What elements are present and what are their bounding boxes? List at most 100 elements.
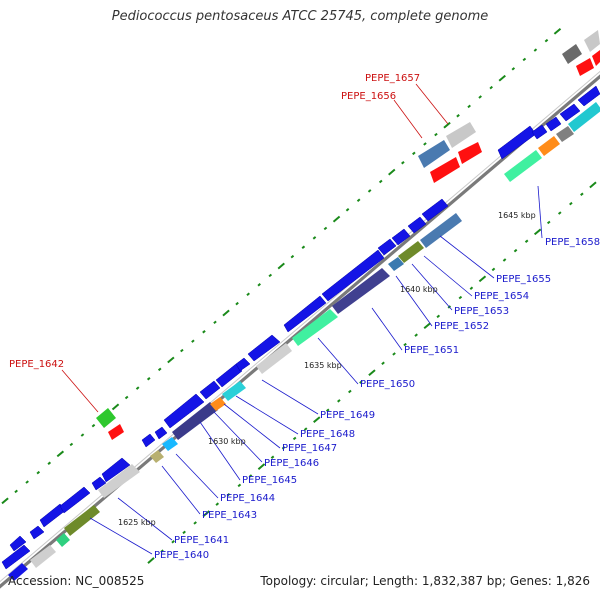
tick-dot bbox=[171, 540, 175, 544]
label-leaders bbox=[61, 83, 543, 555]
gene-label-pepe-1657[interactable]: PEPE_1657 bbox=[365, 73, 420, 84]
tick-label-1630: 1630 kbp bbox=[208, 437, 246, 446]
tick-dot bbox=[392, 352, 396, 356]
tick-dot bbox=[135, 386, 140, 390]
gene-label-pepe-1653[interactable]: PEPE_1653 bbox=[454, 306, 509, 317]
gene-arrow[interactable] bbox=[421, 198, 449, 222]
gene-arrow[interactable] bbox=[407, 216, 427, 234]
gene-box[interactable] bbox=[398, 241, 424, 263]
gene-arrow[interactable] bbox=[559, 103, 581, 122]
tick-dot bbox=[281, 446, 286, 450]
tick-dot bbox=[368, 369, 376, 377]
gene-arrow[interactable] bbox=[199, 380, 221, 400]
tick-dot bbox=[436, 314, 441, 319]
tick-dot bbox=[580, 192, 584, 196]
gene-arrow[interactable] bbox=[497, 125, 537, 160]
tick-dot bbox=[277, 262, 285, 270]
gene-box[interactable] bbox=[150, 450, 164, 463]
gene-box[interactable] bbox=[64, 505, 100, 536]
tick-dot bbox=[401, 161, 405, 165]
gene-arrow[interactable] bbox=[29, 525, 45, 540]
gene-box[interactable] bbox=[568, 102, 600, 132]
tick-dot bbox=[356, 198, 361, 203]
gene-label-pepe-1651[interactable]: PEPE_1651 bbox=[404, 345, 459, 356]
gene-box[interactable] bbox=[538, 136, 560, 156]
gene-label-pepe-1655[interactable]: PEPE_1655 bbox=[496, 274, 551, 285]
gene-label-pepe-1650[interactable]: PEPE_1650 bbox=[360, 379, 415, 390]
gene-label-pepe-1656[interactable]: PEPE_1656 bbox=[341, 91, 396, 102]
gene-arrow[interactable] bbox=[91, 476, 107, 491]
gene-label-pepe-1654[interactable]: PEPE_1654 bbox=[474, 291, 529, 302]
tick-dot bbox=[511, 67, 516, 71]
gene-box[interactable] bbox=[292, 309, 338, 346]
gene-box[interactable] bbox=[30, 545, 56, 568]
gene-arrow[interactable] bbox=[163, 393, 205, 429]
gene-box[interactable] bbox=[420, 213, 462, 248]
tick-dot bbox=[381, 361, 385, 366]
tick-dot bbox=[546, 220, 551, 225]
tick-labels: 1625 kbp 1630 kbp 1635 kbp 1640 kbp 1645… bbox=[118, 211, 536, 527]
gene-box[interactable] bbox=[56, 533, 70, 547]
gene-arrow[interactable] bbox=[283, 295, 327, 333]
gene-red-b[interactable] bbox=[458, 142, 482, 164]
genome-stats-text: Topology: circular; Length: 1,832,387 bp… bbox=[260, 574, 590, 588]
gene-label-pepe-1641[interactable]: PEPE_1641 bbox=[174, 535, 229, 546]
gene-arrow[interactable] bbox=[1, 544, 31, 570]
gene-box[interactable] bbox=[172, 402, 218, 440]
gene-box[interactable] bbox=[504, 150, 542, 182]
gene-box[interactable] bbox=[98, 464, 140, 498]
gene-label-pepe-1647[interactable]: PEPE_1647 bbox=[282, 443, 337, 454]
gene-label-pepe-1643[interactable]: PEPE_1643 bbox=[202, 510, 257, 521]
gene-arrow[interactable] bbox=[215, 363, 243, 388]
gene-box[interactable] bbox=[222, 381, 246, 401]
gene-box[interactable] bbox=[8, 563, 28, 581]
gene-arrow[interactable] bbox=[235, 357, 251, 372]
gene-arrow[interactable] bbox=[247, 334, 281, 362]
gene-box[interactable] bbox=[388, 257, 404, 271]
gene-label-pepe-1640[interactable]: PEPE_1640 bbox=[154, 550, 209, 561]
gene-arrow[interactable] bbox=[154, 426, 168, 440]
gene-red-a[interactable] bbox=[430, 157, 460, 183]
gene-box[interactable] bbox=[332, 268, 390, 314]
gene-lightgrey-top[interactable] bbox=[584, 30, 600, 52]
gene-red-top-a[interactable] bbox=[576, 58, 594, 76]
gene-arrow[interactable] bbox=[9, 535, 27, 552]
gene-arrow[interactable] bbox=[577, 85, 600, 107]
gene-box[interactable] bbox=[256, 343, 292, 374]
gene-arrow[interactable] bbox=[321, 249, 385, 302]
gene-red-top-b[interactable] bbox=[592, 50, 600, 66]
tick-dot bbox=[182, 530, 186, 535]
tick-dot bbox=[248, 474, 253, 478]
gene-arrow[interactable] bbox=[101, 457, 131, 483]
gene-label-pepe-1652[interactable]: PEPE_1652 bbox=[434, 321, 489, 332]
gene-label-pepe-1645[interactable]: PEPE_1645 bbox=[242, 475, 297, 486]
gene-label-pepe-1658[interactable]: PEPE_1658 bbox=[545, 237, 600, 248]
tick-dot bbox=[213, 320, 217, 325]
gene-arrow[interactable] bbox=[391, 228, 411, 246]
gene-box[interactable] bbox=[162, 437, 178, 451]
gene-label-pepe-1646[interactable]: PEPE_1646 bbox=[264, 458, 319, 469]
gene-arrow[interactable] bbox=[531, 124, 548, 140]
tick-dot bbox=[147, 557, 155, 564]
gene-label-pepe-1649[interactable]: PEPE_1649 bbox=[320, 410, 375, 421]
gene-label-pepe-1644[interactable]: PEPE_1644 bbox=[220, 493, 275, 504]
gene-pepe-1642-b[interactable] bbox=[108, 424, 124, 440]
tick-dot bbox=[412, 151, 416, 156]
gene-arrow[interactable] bbox=[545, 116, 562, 132]
gene-pepe-1642-a[interactable] bbox=[96, 408, 116, 428]
gene-pepe-1657[interactable] bbox=[446, 122, 476, 148]
gene-box[interactable] bbox=[210, 397, 226, 411]
tick-dot bbox=[191, 339, 195, 343]
gene-label-pepe-1642[interactable]: PEPE_1642 bbox=[9, 359, 64, 370]
leader-pepe-1650 bbox=[317, 337, 359, 385]
gene-arrow[interactable] bbox=[59, 486, 91, 514]
gene-arrow[interactable] bbox=[141, 433, 156, 448]
tick-dot bbox=[157, 367, 162, 372]
gene-box[interactable] bbox=[556, 126, 574, 142]
leader-pepe-1642 bbox=[61, 369, 99, 413]
gene-arrow[interactable] bbox=[377, 238, 397, 256]
gene-label-pepe-1648[interactable]: PEPE_1648 bbox=[300, 429, 355, 440]
gene-grey-top[interactable] bbox=[562, 44, 582, 64]
gene-pepe-1656[interactable] bbox=[418, 140, 450, 168]
